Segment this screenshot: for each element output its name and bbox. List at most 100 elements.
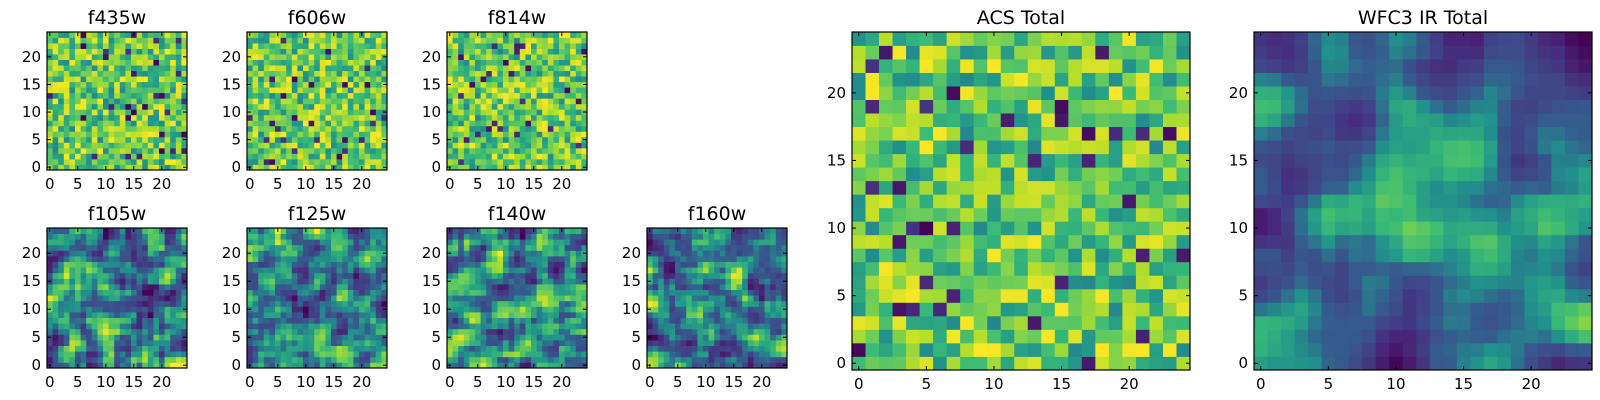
heatmap-cell	[503, 244, 509, 251]
heatmap-cell	[319, 98, 326, 105]
y-tick-label: 10	[22, 103, 41, 121]
heatmap-cell	[353, 131, 360, 138]
heatmap-cell	[1108, 342, 1123, 357]
heatmap-cell	[570, 272, 577, 279]
heatmap-cell	[708, 340, 715, 346]
heatmap-cell	[463, 351, 470, 358]
heatmap-cell	[669, 244, 676, 251]
heatmap-cell	[275, 289, 281, 296]
heatmap-cell	[97, 48, 104, 55]
heatmap-cell	[1095, 261, 1110, 276]
heatmap-cell	[486, 345, 493, 352]
heatmap-cell	[458, 345, 465, 352]
heatmap-cell	[303, 65, 309, 72]
heatmap-cell	[663, 328, 670, 335]
heatmap-cell	[553, 244, 560, 251]
heatmap-cell	[136, 312, 143, 318]
heatmap-cell	[458, 114, 465, 121]
y-tick-label: 15	[422, 75, 441, 93]
heatmap-cell	[375, 54, 382, 60]
heatmap-cell	[469, 103, 476, 110]
heatmap-cell	[275, 323, 281, 330]
heatmap-cell	[108, 147, 115, 154]
heatmap-cell	[63, 76, 70, 83]
heatmap-cell	[570, 306, 577, 313]
heatmap-cell	[475, 114, 481, 121]
heatmap-cell	[114, 32, 121, 38]
heatmap-cell	[297, 312, 304, 318]
heatmap-cell	[519, 317, 526, 324]
heatmap-cell	[906, 329, 920, 344]
heatmap-cell	[1014, 261, 1029, 276]
heatmap-cell	[759, 244, 765, 251]
heatmap-cell	[125, 43, 132, 49]
heatmap-cell	[159, 54, 165, 60]
heatmap-cell	[542, 43, 549, 49]
heatmap-cell	[559, 284, 565, 290]
heatmap-cell	[131, 114, 137, 121]
x-tick-label: 20	[752, 373, 771, 391]
heatmap-cell	[91, 103, 98, 110]
heatmap-cell	[308, 65, 315, 72]
heatmap-cell	[475, 328, 481, 335]
heatmap-cell	[708, 356, 715, 363]
heatmap-cell	[531, 65, 537, 72]
heatmap-cell	[753, 356, 760, 363]
heatmap-cell	[1122, 194, 1137, 209]
heatmap-cell	[125, 147, 132, 154]
heatmap-cell	[508, 125, 515, 132]
heatmap-cell	[542, 278, 549, 285]
heatmap-cell	[542, 98, 549, 105]
heatmap-cell	[503, 356, 509, 363]
heatmap-cell	[381, 317, 388, 324]
heatmap-cell	[336, 340, 343, 346]
heatmap-cell	[370, 351, 377, 358]
heatmap-cell	[463, 70, 470, 77]
heatmap-cell	[375, 244, 382, 251]
heatmap-cell	[136, 59, 143, 66]
heatmap-cell	[531, 103, 537, 110]
heatmap-cell	[370, 256, 377, 262]
heatmap-cell	[125, 59, 132, 66]
heatmap-cell	[97, 250, 104, 257]
heatmap-cell	[359, 114, 365, 121]
heatmap-cell	[452, 228, 459, 234]
heatmap-cell	[1176, 221, 1191, 236]
heatmap-cell	[353, 98, 360, 105]
heatmap-cell	[319, 244, 326, 251]
heatmap-cell	[359, 131, 365, 138]
heatmap-cell	[370, 317, 377, 324]
heatmap-cell	[375, 48, 382, 55]
heatmap-cell	[170, 142, 177, 149]
heatmap-cell	[469, 306, 476, 313]
heatmap-cell	[463, 131, 470, 138]
heatmap-cell	[370, 278, 377, 285]
heatmap-cell	[697, 323, 704, 330]
heatmap-cell	[114, 125, 121, 132]
heatmap-cell	[47, 142, 53, 149]
y-tick-label: 10	[422, 103, 441, 121]
heatmap-cell	[675, 244, 681, 251]
heatmap-cell	[308, 37, 315, 44]
heatmap-cell	[319, 233, 326, 240]
heatmap-cell	[719, 351, 726, 358]
heatmap-cell	[892, 180, 907, 195]
heatmap-cell	[503, 136, 509, 143]
heatmap-cell	[553, 284, 560, 290]
heatmap-cell	[663, 256, 670, 262]
heatmap-cell	[973, 207, 988, 222]
heatmap-cell	[303, 351, 309, 358]
heatmap-cell	[736, 244, 743, 251]
heatmap-cell	[119, 48, 126, 55]
heatmap-cell	[486, 323, 493, 330]
heatmap-cell	[286, 92, 293, 99]
heatmap-cell	[181, 345, 188, 352]
heatmap-cell	[1176, 167, 1191, 182]
heatmap-cell	[675, 295, 681, 302]
heatmap-cell	[1014, 356, 1029, 371]
heatmap-cell	[75, 114, 81, 121]
heatmap-cell	[347, 142, 354, 149]
heatmap-cell	[52, 81, 59, 88]
heatmap-cell	[91, 87, 98, 94]
